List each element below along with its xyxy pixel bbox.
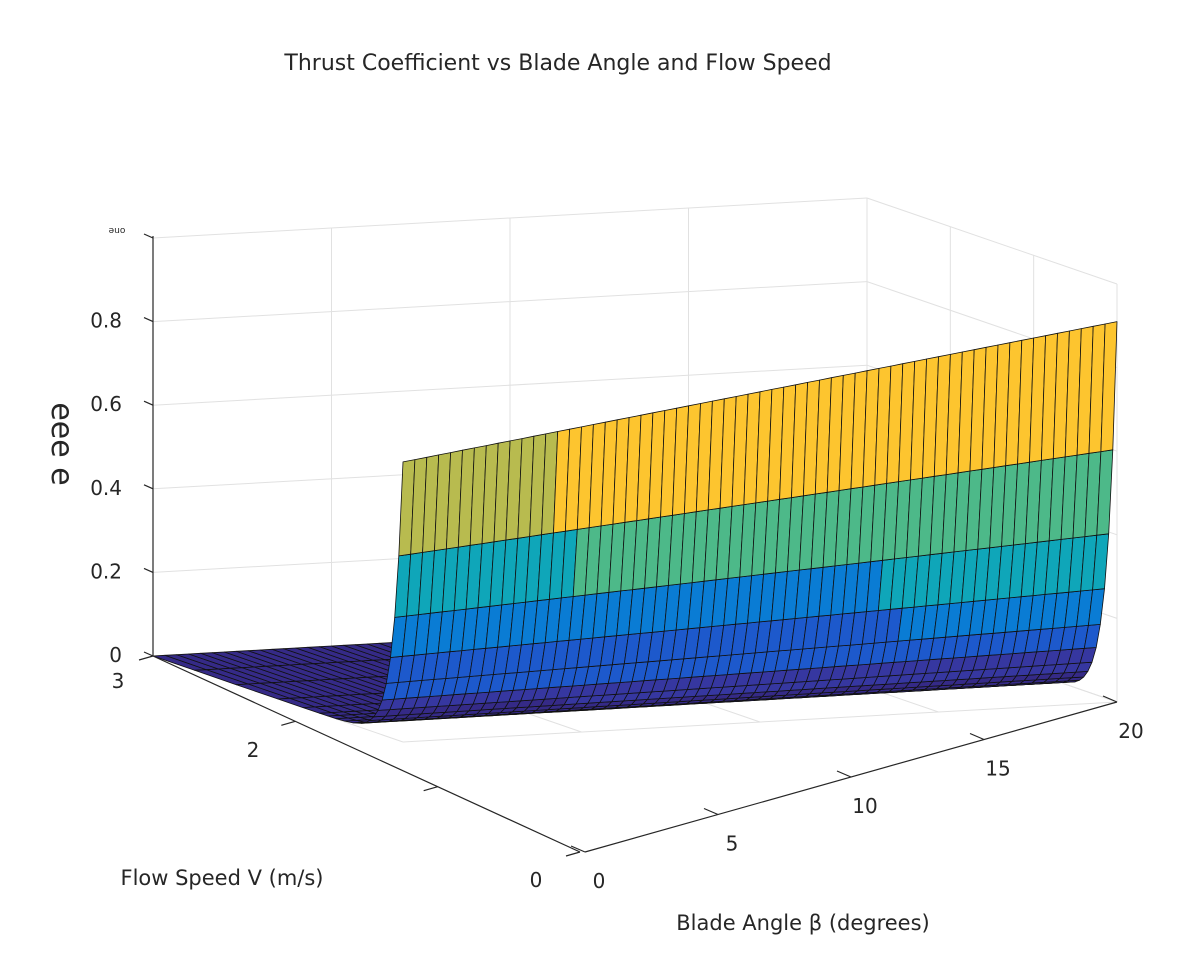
- x-tick-mark: [1102, 695, 1118, 703]
- x-axis-label: Blade Angle β (degrees): [676, 911, 929, 935]
- z-tick-label: 0: [109, 643, 122, 667]
- x-tick-mark: [570, 845, 586, 853]
- z-tick-mark: [143, 567, 154, 573]
- y-tick-mark: [138, 655, 154, 661]
- z-tick-label: 0.6: [90, 392, 122, 416]
- z-tick-mark: [143, 400, 154, 406]
- z-axis-exponent-label: one: [108, 225, 125, 235]
- y-axis-line: [152, 655, 581, 853]
- y-tick-label: 0: [530, 868, 543, 892]
- z-tick-mark: [143, 651, 154, 657]
- y-tick-label: 2: [247, 738, 260, 762]
- z-axis-label: eee e: [44, 402, 79, 485]
- z-tick-mark: [143, 317, 154, 323]
- y-tick-mark: [423, 786, 438, 792]
- y-axis-label: Flow Speed V (m/s): [120, 866, 323, 890]
- x-tick-mark: [836, 770, 852, 778]
- z-tick-label: 0.8: [90, 309, 122, 333]
- x-tick-mark: [969, 732, 985, 741]
- y-tick-mark: [281, 720, 296, 726]
- x-tick-label: 5: [726, 832, 739, 856]
- x-tick-label: 15: [985, 757, 1010, 781]
- grid-line-floor-v: [402, 701, 1118, 743]
- chart-title: Thrust Coefficient vs Blade Angle and Fl…: [283, 51, 831, 76]
- x-tick-label: 0: [593, 869, 606, 893]
- x-tick-label: 20: [1118, 719, 1143, 743]
- y-tick-label: 3: [112, 669, 125, 693]
- x-tick-mark: [703, 807, 719, 816]
- z-tick-label: 0.2: [90, 559, 122, 583]
- grid-line-side-z: [866, 197, 1118, 285]
- x-tick-label: 10: [852, 794, 877, 818]
- surface-layer: [152, 321, 1118, 724]
- z-tick-mark: [143, 233, 154, 239]
- y-tick-mark: [565, 851, 581, 857]
- z-tick-mark: [143, 484, 154, 490]
- grid-line-back-z: [152, 364, 868, 406]
- grid-line-back-z: [152, 197, 868, 239]
- z-tick-label: 0.4: [90, 476, 122, 500]
- grid-line-back-z: [152, 281, 868, 323]
- surface-patch: [1100, 321, 1118, 453]
